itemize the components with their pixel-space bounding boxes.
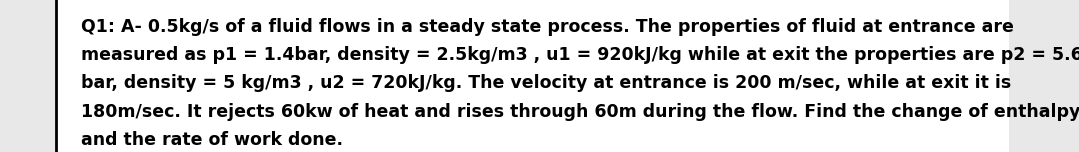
Text: measured as p1 = 1.4bar, density = 2.5kg/m3 , u1 = 920kJ/kg while at exit the pr: measured as p1 = 1.4bar, density = 2.5kg…: [81, 46, 1079, 64]
Text: and the rate of work done.: and the rate of work done.: [81, 131, 343, 149]
FancyBboxPatch shape: [56, 0, 1009, 152]
Text: bar, density = 5 kg/m3 , u2 = 720kJ/kg. The velocity at entrance is 200 m/sec, w: bar, density = 5 kg/m3 , u2 = 720kJ/kg. …: [81, 74, 1011, 92]
Text: Q1: A- 0.5kg/s of a fluid flows in a steady state process. The properties of flu: Q1: A- 0.5kg/s of a fluid flows in a ste…: [81, 18, 1014, 36]
Text: 180m/sec. It rejects 60kw of heat and rises through 60m during the flow. Find th: 180m/sec. It rejects 60kw of heat and ri…: [81, 103, 1079, 121]
